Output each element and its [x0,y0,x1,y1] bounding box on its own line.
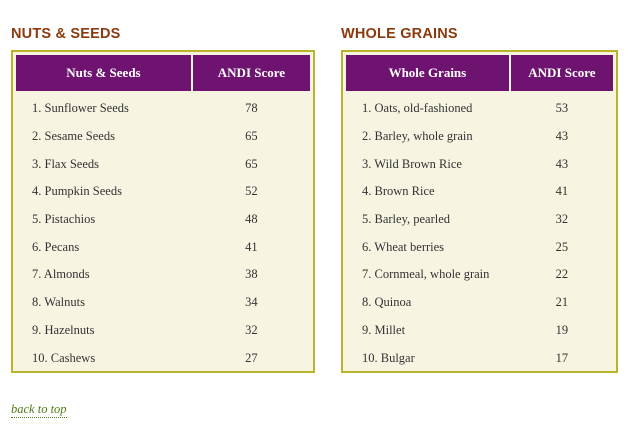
andi-score-cell: 43 [555,129,569,144]
andi-score-cell: 19 [555,322,569,337]
back-to-top-link[interactable]: back to top [11,402,67,418]
nuts-seeds-table-body: 1. Sunflower Seeds 78 2. Sesame Seeds 65 3. … [16,91,310,372]
nuts-seeds-heading: NUTS & SEEDS [11,26,121,42]
andi-score-cell: 17 [555,350,569,365]
andi-score-cell: 52 [245,184,258,199]
food-name-cell: 3. Flax Seeds [32,156,100,171]
column-header-name: Nuts & Seeds [16,55,193,91]
table-row: 6. Pecans 41 [16,233,310,261]
whole-grains-table: Whole Grains ANDI Score 1. Oats, old-fas… [346,55,613,372]
table-row: 10. Cashews 27 [16,344,310,372]
food-name-cell: 9. Millet [362,322,406,337]
food-name-cell: 8. Quinoa [362,295,412,310]
food-name-cell: 2. Barley, whole grain [362,129,473,144]
andi-score-cell: 38 [245,267,258,282]
andi-score-cell: 65 [245,156,258,171]
whole-grains-heading: WHOLE GRAINS [341,26,458,42]
table-header-row: Whole Grains ANDI Score [346,55,613,91]
andi-score-cell: 22 [555,267,569,282]
table-row: 4. Brown Rice 41 [346,178,613,206]
table-row: 10. Bulgar 17 [346,344,613,372]
andi-score-cell: 25 [555,239,569,254]
food-name-cell: 3. Wild Brown Rice [362,156,462,171]
table-header-row: Nuts & Seeds ANDI Score [16,55,310,91]
food-name-cell: 4. Pumpkin Seeds [32,184,122,199]
table-row: 6. Wheat berries 25 [346,233,613,261]
nuts-seeds-table: Nuts & Seeds ANDI Score 1. Sunflower See… [16,55,310,372]
andi-score-cell: 53 [555,101,569,116]
food-name-cell: 7. Cornmeal, whole grain [362,267,490,282]
andi-score-cell: 32 [245,322,258,337]
food-name-cell: 8. Walnuts [32,295,85,310]
nuts-seeds-section: NUTS & SEEDS Nuts & Seeds ANDI Score 1. … [11,24,315,373]
andi-score-cell: 48 [245,212,258,227]
table-row: 7. Cornmeal, whole grain 22 [346,261,613,289]
andi-score-cell: 43 [555,156,569,171]
table-row: 5. Pistachios 48 [16,206,310,234]
table-row: 8. Quinoa 21 [346,289,613,317]
andi-score-cell: 78 [245,101,258,116]
column-header-name: Whole Grains [346,55,511,91]
food-name-cell: 5. Barley, pearled [362,212,451,227]
table-row: 5. Barley, pearled 32 [346,206,613,234]
table-row: 7. Almonds 38 [16,261,310,289]
whole-grains-section: WHOLE GRAINS Whole Grains ANDI Score 1. … [341,24,618,373]
food-name-cell: 1. Oats, old-fashioned [362,101,473,116]
food-name-cell: 5. Pistachios [32,212,96,227]
column-header-score: ANDI Score [510,55,613,91]
table-row: 3. Wild Brown Rice 43 [346,150,613,178]
andi-score-cell: 32 [555,212,569,227]
food-name-cell: 4. Brown Rice [362,184,435,199]
andi-score-cell: 21 [555,295,569,310]
food-name-cell: 10. Bulgar [362,350,415,365]
food-name-cell: 6. Wheat berries [362,239,445,254]
food-name-cell: 6. Pecans [32,239,80,254]
andi-score-cell: 65 [245,129,258,144]
table-row: 1. Oats, old-fashioned 53 [346,91,613,123]
table-row: 1. Sunflower Seeds 78 [16,91,310,123]
andi-score-cell: 41 [555,184,569,199]
andi-score-cell: 34 [245,295,258,310]
table-row: 4. Pumpkin Seeds 52 [16,178,310,206]
whole-grains-table-body: 1. Oats, old-fashioned 53 2. Barley, whole… [346,91,613,372]
food-name-cell: 9. Hazelnuts [32,322,95,337]
table-row: 8. Walnuts 34 [16,289,310,317]
nuts-seeds-table-frame: Nuts & Seeds ANDI Score 1. Sunflower See… [11,50,315,373]
table-row: 9. Millet 19 [346,317,613,345]
food-name-cell: 10. Cashews [32,350,96,365]
food-name-cell: 7. Almonds [32,267,90,282]
andi-score-cell: 27 [245,350,258,365]
food-name-cell: 2. Sesame Seeds [32,129,115,144]
andi-score-cell: 41 [245,239,258,254]
table-row: 9. Hazelnuts 32 [16,317,310,345]
table-row: 2. Barley, whole grain 43 [346,123,613,151]
table-row: 3. Flax Seeds 65 [16,150,310,178]
table-row: 2. Sesame Seeds 65 [16,123,310,151]
whole-grains-table-frame: Whole Grains ANDI Score 1. Oats, old-fas… [341,50,618,373]
food-name-cell: 1. Sunflower Seeds [32,101,129,116]
column-header-score: ANDI Score [192,55,310,91]
